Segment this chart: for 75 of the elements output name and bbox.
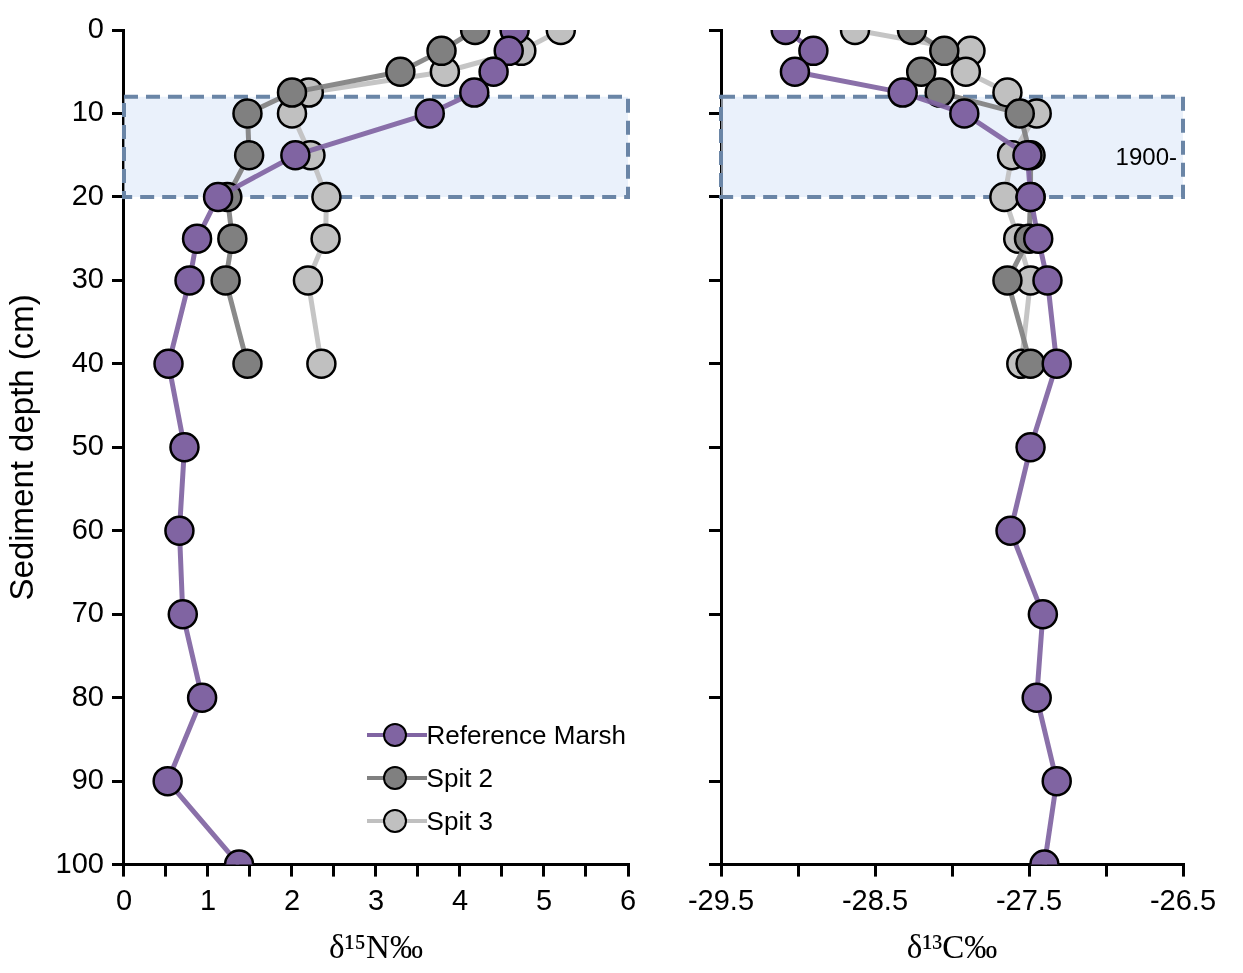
point (217, 223, 248, 254)
point (292, 265, 324, 296)
x-tick-label: 0 (115, 884, 133, 916)
y-tick-label: 80 (71, 679, 104, 712)
point (493, 35, 524, 67)
x-tick-label: -26.5 (1149, 884, 1217, 916)
point (950, 56, 982, 87)
y-tick-label: 0 (87, 12, 104, 44)
point (310, 223, 341, 254)
band-label: 1900- (1115, 143, 1177, 171)
y-tick-label: 10 (71, 95, 104, 128)
point (949, 98, 980, 129)
point (174, 265, 205, 296)
point (414, 98, 445, 129)
point (1041, 348, 1072, 380)
point (1015, 348, 1046, 380)
point (167, 598, 199, 630)
x-tick-label: 5 (535, 884, 553, 916)
legend-label: Reference Marsh (426, 718, 626, 752)
point (385, 56, 416, 87)
y-axis-title: Sediment depth (cm) (2, 294, 40, 601)
point (276, 77, 308, 108)
point (929, 35, 960, 67)
y-tick-label: 90 (71, 763, 104, 796)
x-tick-label: 2 (283, 884, 301, 916)
legend-label: Spit 2 (426, 761, 494, 795)
x-tick-label: 4 (451, 884, 469, 916)
point (169, 432, 200, 463)
x-tick-label: 6 (619, 884, 637, 916)
point (233, 139, 265, 171)
point (905, 56, 937, 87)
y-tick-label: 60 (71, 512, 104, 545)
point (779, 56, 811, 87)
point (210, 265, 241, 296)
point (989, 181, 1020, 213)
x-tick-label: 3 (367, 884, 385, 916)
point (232, 98, 263, 129)
point (459, 77, 490, 108)
point (280, 139, 311, 171)
point (992, 77, 1023, 108)
point (1027, 598, 1059, 630)
point (995, 515, 1026, 547)
x-tick-label: -29.5 (687, 884, 755, 916)
point (1032, 265, 1063, 296)
x-axis-title: δ¹⁵N‰ (329, 928, 423, 965)
y-tick-label: 70 (71, 596, 104, 629)
point (202, 181, 234, 213)
y-tick-label: 40 (71, 345, 104, 378)
point (478, 56, 509, 87)
point (887, 77, 918, 108)
point (1022, 223, 1054, 254)
point (1004, 98, 1036, 129)
point (164, 515, 195, 547)
y-tick-label: 50 (71, 429, 104, 462)
point (186, 682, 218, 713)
point (1041, 765, 1072, 797)
point (1021, 682, 1052, 713)
point (232, 348, 263, 380)
y-tick-label: 20 (71, 178, 104, 211)
legend-label: Spit 3 (426, 804, 494, 838)
point (798, 35, 829, 67)
point (306, 348, 337, 380)
y-tick-label: 100 (55, 846, 104, 879)
point (426, 35, 457, 67)
point (181, 223, 213, 254)
x-tick-label: -27.5 (995, 884, 1063, 916)
point (311, 181, 342, 213)
x-axis-title: δ¹³C‰ (906, 928, 998, 965)
x-tick-label: -28.5 (841, 884, 909, 916)
point (992, 265, 1023, 296)
x-tick-label: 1 (199, 884, 217, 916)
point (1015, 432, 1046, 463)
point (153, 348, 184, 380)
point (152, 765, 183, 797)
y-tick-label: 30 (71, 262, 104, 295)
